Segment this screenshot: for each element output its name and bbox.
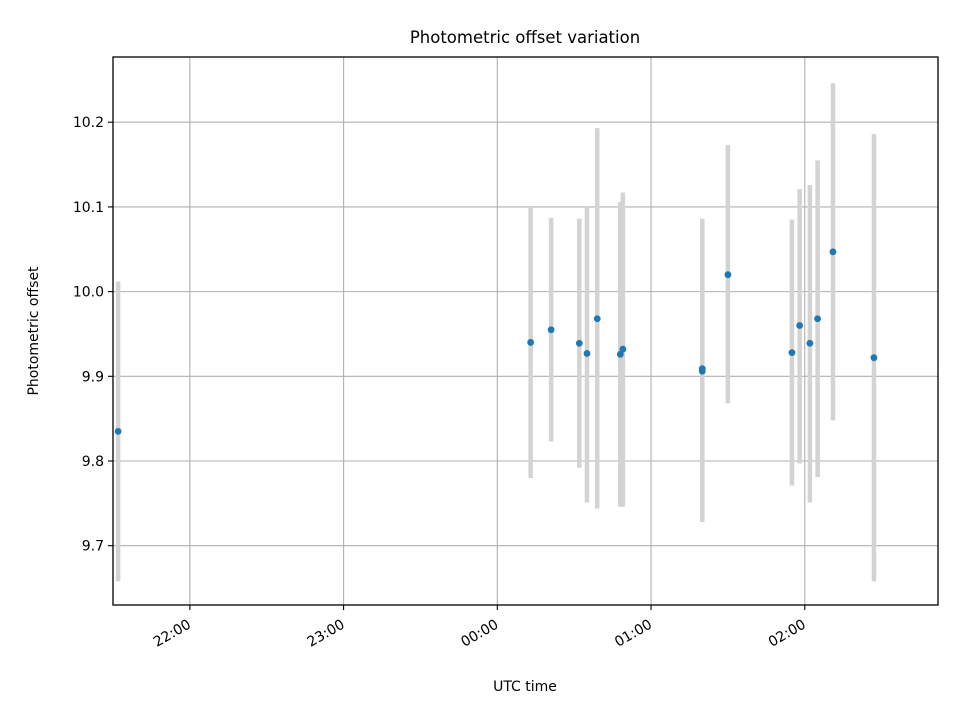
- data-point: [806, 339, 814, 347]
- data-point: [527, 339, 535, 346]
- data-point: [593, 315, 601, 323]
- y-tick-label: 9.9: [82, 369, 104, 385]
- y-tick-label: 9.7: [82, 539, 104, 555]
- data-point: [814, 315, 821, 323]
- data-point: [114, 427, 122, 435]
- data-point: [829, 248, 837, 256]
- x-axis-label: UTC time: [493, 679, 557, 695]
- data-point: [619, 345, 627, 353]
- data-point: [796, 322, 804, 329]
- data-point: [698, 365, 706, 373]
- data-point: [583, 350, 591, 357]
- marker-layer: [114, 248, 878, 435]
- chart-title: Photometric offset variation: [410, 28, 640, 47]
- y-tick-label: 10.2: [73, 115, 104, 131]
- y-tick-label: 10.1: [73, 200, 104, 216]
- y-tick-label: 9.8: [82, 454, 104, 470]
- data-point: [788, 349, 796, 356]
- data-point: [870, 354, 878, 362]
- y-axis-label: Photometric offset: [26, 266, 42, 396]
- axes-frame: [112, 56, 939, 606]
- data-point: [724, 271, 732, 279]
- data-point: [616, 350, 624, 358]
- data-point: [575, 339, 583, 347]
- y-tick-label: 10.0: [73, 285, 104, 301]
- data-point: [547, 326, 555, 334]
